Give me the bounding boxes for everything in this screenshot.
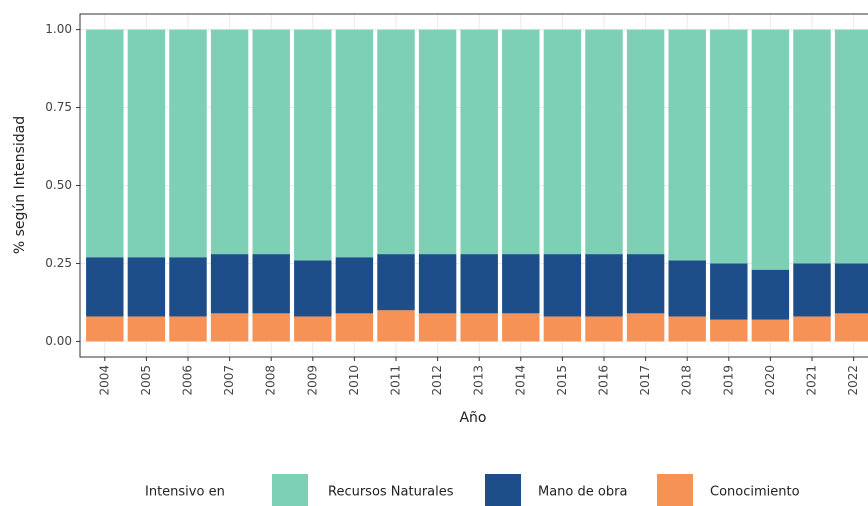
bar-segment	[751, 319, 790, 342]
bar-segment	[626, 29, 665, 255]
x-tick-label: 2020	[763, 365, 777, 396]
bar-segment	[127, 257, 166, 317]
bar-segment	[294, 316, 332, 342]
bar-segment	[751, 269, 790, 320]
bar-segment	[335, 257, 374, 314]
bar-segment	[502, 29, 540, 255]
x-tick-label: 2019	[721, 365, 735, 396]
x-axis-title: Año	[459, 410, 486, 426]
bar-segment	[294, 29, 332, 261]
bar-segment	[169, 29, 207, 258]
bar-segment	[668, 29, 706, 261]
bar-segment	[668, 260, 706, 317]
bar-segment	[710, 319, 748, 342]
x-tick-label: 2014	[513, 365, 527, 396]
bar-segment	[377, 29, 415, 255]
bar-segment	[86, 316, 124, 342]
x-tick-label: 2013	[472, 365, 486, 396]
bar-segment	[668, 316, 706, 342]
bar-segment	[710, 263, 748, 320]
bar-segment	[210, 313, 249, 342]
bar-segment	[834, 313, 868, 342]
y-axis-title: % según Intensidad	[12, 116, 28, 254]
y-tick-label: 0.00	[45, 334, 72, 348]
x-tick-label: 2005	[139, 365, 153, 396]
legend-text: Mano de obra	[538, 485, 627, 500]
bar-segment	[585, 29, 623, 255]
bar-segment	[543, 316, 582, 342]
x-tick-label: 2009	[305, 365, 319, 396]
bar-segment	[418, 313, 457, 342]
x-tick-label: 2015	[555, 365, 569, 396]
legend-text: Conocimiento	[710, 485, 800, 500]
y-tick-label: 0.75	[45, 100, 72, 114]
legend-swatch	[272, 474, 308, 506]
x-tick-label: 2016	[597, 365, 611, 396]
bar-segment	[169, 257, 207, 317]
bar-segment	[210, 29, 249, 255]
x-tick-label: 2008	[264, 365, 278, 396]
bar-segment	[710, 29, 748, 264]
legend-text: Recursos Naturales	[328, 485, 454, 500]
x-tick-label: 2017	[638, 365, 652, 396]
bar-segment	[252, 254, 290, 314]
x-tick-label: 2022	[846, 365, 860, 396]
legend-swatch	[485, 474, 521, 506]
bar-segment	[793, 263, 831, 317]
bar-segment	[210, 254, 249, 314]
y-tick-label: 0.25	[45, 256, 72, 270]
bar-segment	[335, 313, 374, 342]
bar-segment	[793, 316, 831, 342]
bar-segment	[834, 29, 868, 264]
bar-segment	[793, 29, 831, 264]
bar-segment	[252, 313, 290, 342]
y-tick-label: 0.50	[45, 178, 72, 192]
bar-segment	[626, 313, 665, 342]
x-tick-label: 2011	[389, 365, 403, 396]
legend-title: Intensivo en	[145, 485, 225, 500]
bar-segment	[169, 316, 207, 342]
x-tick-label: 2007	[222, 365, 236, 396]
bar-segment	[86, 29, 124, 258]
panel-border	[79, 13, 868, 358]
bar-segment	[127, 316, 166, 342]
bar-segment	[127, 29, 166, 258]
bar-segment	[252, 29, 290, 255]
bar-segment	[418, 29, 457, 255]
x-tick-label: 2021	[805, 365, 819, 396]
bar-segment	[751, 29, 790, 270]
bar-segment	[834, 263, 868, 314]
legend-swatch	[657, 474, 693, 506]
bar-segment	[335, 29, 374, 258]
bar-segment	[626, 254, 665, 314]
bar-segment	[543, 29, 582, 255]
bar-segment	[377, 254, 415, 311]
bar-segment	[585, 254, 623, 317]
bar-segment	[460, 313, 498, 342]
x-tick-label: 2018	[680, 365, 694, 396]
bar-segment	[460, 29, 498, 255]
bar-segment	[502, 254, 540, 314]
x-tick-label: 2006	[181, 365, 195, 396]
x-tick-label: 2004	[97, 365, 111, 396]
y-tick-label: 1.00	[45, 22, 72, 36]
x-tick-label: 2012	[430, 365, 444, 396]
bar-segment	[418, 254, 457, 314]
x-tick-label: 2010	[347, 365, 361, 396]
bar-segment	[460, 254, 498, 314]
bar-segment	[377, 310, 415, 342]
bar-segment	[502, 313, 540, 342]
bar-segment	[585, 316, 623, 342]
bar-segment	[294, 260, 332, 317]
bar-segment	[86, 257, 124, 317]
bar-segment	[543, 254, 582, 317]
